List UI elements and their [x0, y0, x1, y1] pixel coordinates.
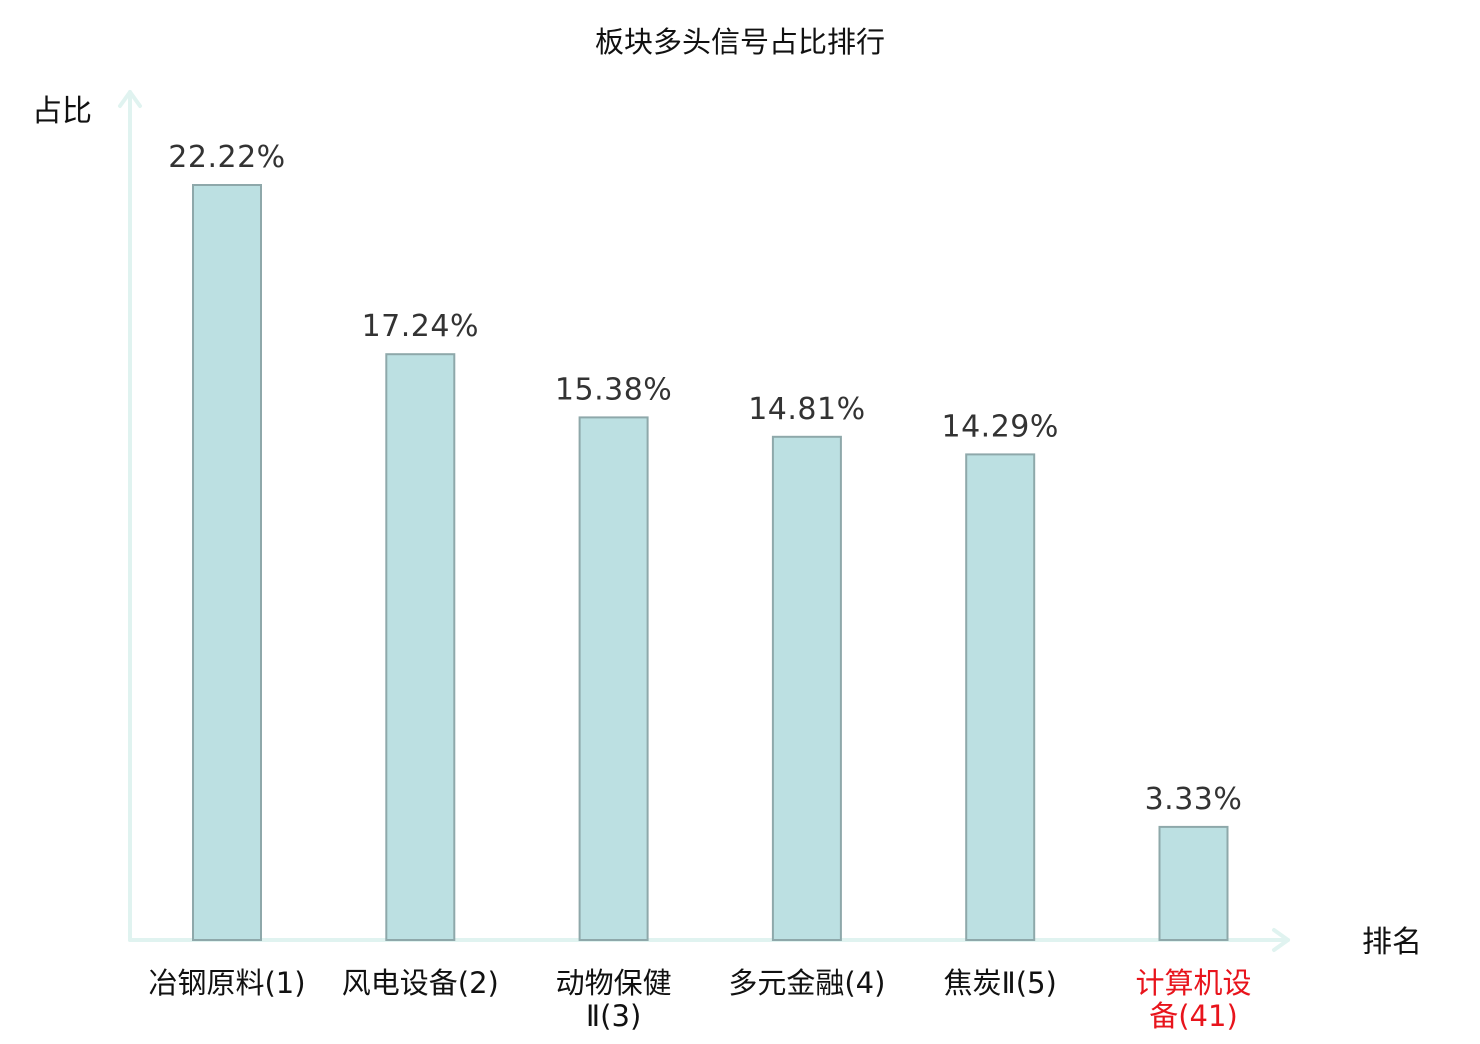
- axes: [118, 90, 1290, 952]
- value-label-4: 14.81%: [748, 392, 865, 427]
- bar-1: [192, 184, 262, 941]
- y-axis-title: 占比: [32, 94, 92, 129]
- y-axis-arrow: [118, 90, 142, 108]
- category-label-4: 多元金融(4): [728, 966, 885, 1000]
- bar-4: [771, 435, 842, 941]
- value-labels-group: 22.22% 17.24% 15.38% 14.81% 14.29% 3.33%: [168, 140, 1242, 817]
- bars-group: [192, 184, 1229, 942]
- x-axis-title: 排名: [1362, 925, 1422, 960]
- category-label-2: 风电设备(2): [342, 966, 499, 1000]
- value-label-2: 17.24%: [362, 309, 479, 344]
- category-label-6: 计算机设备(41): [1135, 966, 1251, 1033]
- bar-2: [385, 353, 456, 941]
- bar-3: [578, 416, 649, 941]
- value-label-3: 15.38%: [555, 372, 672, 407]
- value-label-6: 3.33%: [1145, 782, 1243, 817]
- value-label-1: 22.22%: [168, 140, 285, 175]
- chart-title: 板块多头信号占比排行: [595, 25, 885, 59]
- category-label-5: 焦炭Ⅱ(5): [944, 966, 1057, 1000]
- value-label-5: 14.29%: [942, 409, 1059, 444]
- bar-6: [1158, 825, 1229, 942]
- category-label-3: 动物保健 Ⅱ(3): [556, 966, 672, 1033]
- bar-5: [965, 453, 1036, 941]
- x-axis-arrow: [1272, 928, 1290, 952]
- category-labels-group: 冶钢原料(1) 风电设备(2) 动物保健 Ⅱ(3) 多元金融(4) 焦炭Ⅱ(5) 计算机设备…: [148, 966, 1251, 1033]
- category-label-1: 冶钢原料(1): [148, 966, 305, 1000]
